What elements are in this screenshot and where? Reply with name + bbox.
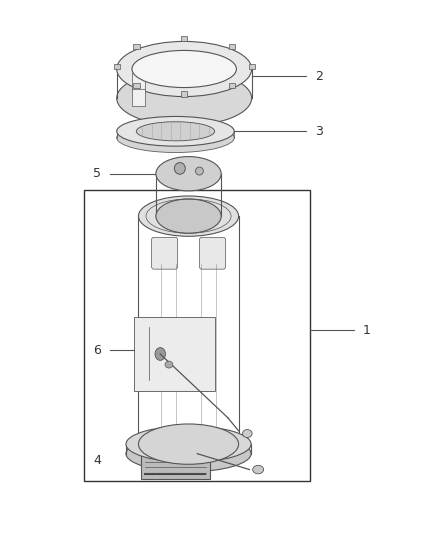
Bar [229, 44, 235, 50]
Bar [134, 44, 140, 50]
Bar [114, 63, 120, 69]
Ellipse shape [138, 424, 239, 464]
FancyBboxPatch shape [152, 237, 178, 269]
Ellipse shape [136, 122, 215, 141]
Text: 2: 2 [315, 70, 323, 83]
Ellipse shape [156, 157, 221, 191]
Bar [132, 73, 145, 90]
Ellipse shape [138, 196, 239, 236]
Ellipse shape [156, 199, 221, 233]
Text: 4: 4 [94, 454, 102, 466]
Text: 5: 5 [93, 167, 102, 180]
Bar [134, 317, 215, 391]
Ellipse shape [165, 361, 173, 368]
Text: 1: 1 [363, 324, 371, 337]
Ellipse shape [117, 116, 234, 146]
Circle shape [155, 348, 166, 360]
Ellipse shape [117, 70, 252, 126]
Text: 6: 6 [94, 344, 102, 357]
Text: 3: 3 [315, 125, 323, 138]
Ellipse shape [117, 123, 234, 152]
Bar [249, 63, 254, 69]
Bar [134, 83, 140, 88]
Ellipse shape [253, 465, 264, 474]
Ellipse shape [126, 435, 251, 472]
Bar [229, 83, 235, 88]
Ellipse shape [126, 426, 251, 462]
Ellipse shape [174, 163, 185, 174]
Ellipse shape [195, 167, 203, 175]
Ellipse shape [117, 42, 252, 96]
Ellipse shape [132, 51, 237, 87]
Bar [132, 90, 145, 107]
Bar [181, 36, 187, 42]
Bar [141, 453, 210, 479]
Bar [84, 190, 311, 481]
Ellipse shape [243, 430, 252, 438]
Bar [178, 64, 191, 82]
Bar [181, 91, 187, 96]
FancyBboxPatch shape [199, 237, 226, 269]
